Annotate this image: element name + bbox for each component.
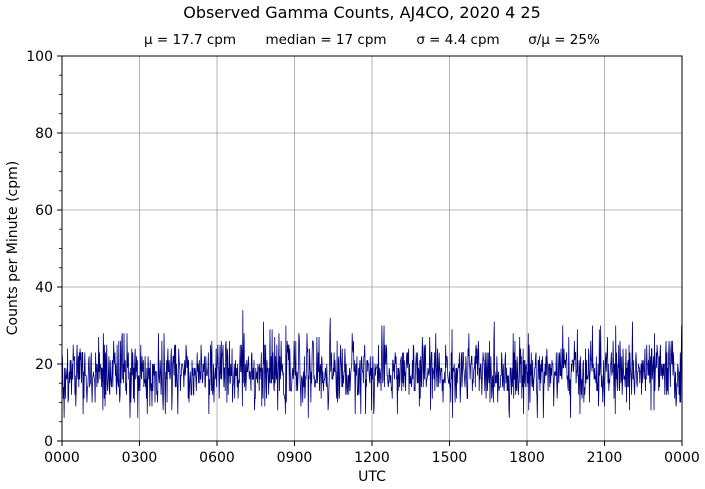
series-layer bbox=[61, 310, 682, 418]
x-axis: 0000 0300 0600 0900 1200 1500 1800 2100 0000 bbox=[44, 441, 700, 466]
x-tick-label: 0600 bbox=[199, 450, 235, 466]
y-tick-label: 100 bbox=[26, 49, 53, 65]
x-tick-label: 0000 bbox=[664, 450, 700, 466]
stat-mean: μ = 17.7 cpm bbox=[144, 32, 236, 48]
y-axis-label: Counts per Minute (cpm) bbox=[5, 161, 21, 335]
y-tick-label: 20 bbox=[35, 357, 53, 373]
x-tick-label: 1800 bbox=[509, 450, 545, 466]
stats-line: μ = 17.7 cpm median = 17 cpm σ = 4.4 cpm… bbox=[144, 32, 600, 48]
x-tick-label: 1500 bbox=[432, 450, 468, 466]
x-tick-label: 2100 bbox=[587, 450, 623, 466]
y-tick-label: 0 bbox=[44, 434, 53, 450]
chart-title: Observed Gamma Counts, AJ4CO, 2020 4 25 bbox=[183, 3, 541, 22]
stat-sigma: σ = 4.4 cpm bbox=[416, 32, 499, 48]
x-tick-label: 0300 bbox=[122, 450, 158, 466]
x-tick-label: 0900 bbox=[277, 450, 313, 466]
x-axis-label: UTC bbox=[358, 469, 386, 485]
series-line bbox=[61, 310, 682, 418]
x-tick-label: 1200 bbox=[354, 450, 390, 466]
y-axis: 0 20 40 60 80 100 bbox=[26, 49, 62, 450]
y-tick-label: 40 bbox=[35, 280, 53, 296]
stat-median: median = 17 cpm bbox=[265, 32, 386, 48]
y-tick-label: 80 bbox=[35, 126, 53, 142]
stat-cv: σ/μ = 25% bbox=[528, 32, 600, 48]
x-tick-label: 0000 bbox=[44, 450, 80, 466]
grid bbox=[62, 56, 682, 441]
y-tick-label: 60 bbox=[35, 203, 53, 219]
